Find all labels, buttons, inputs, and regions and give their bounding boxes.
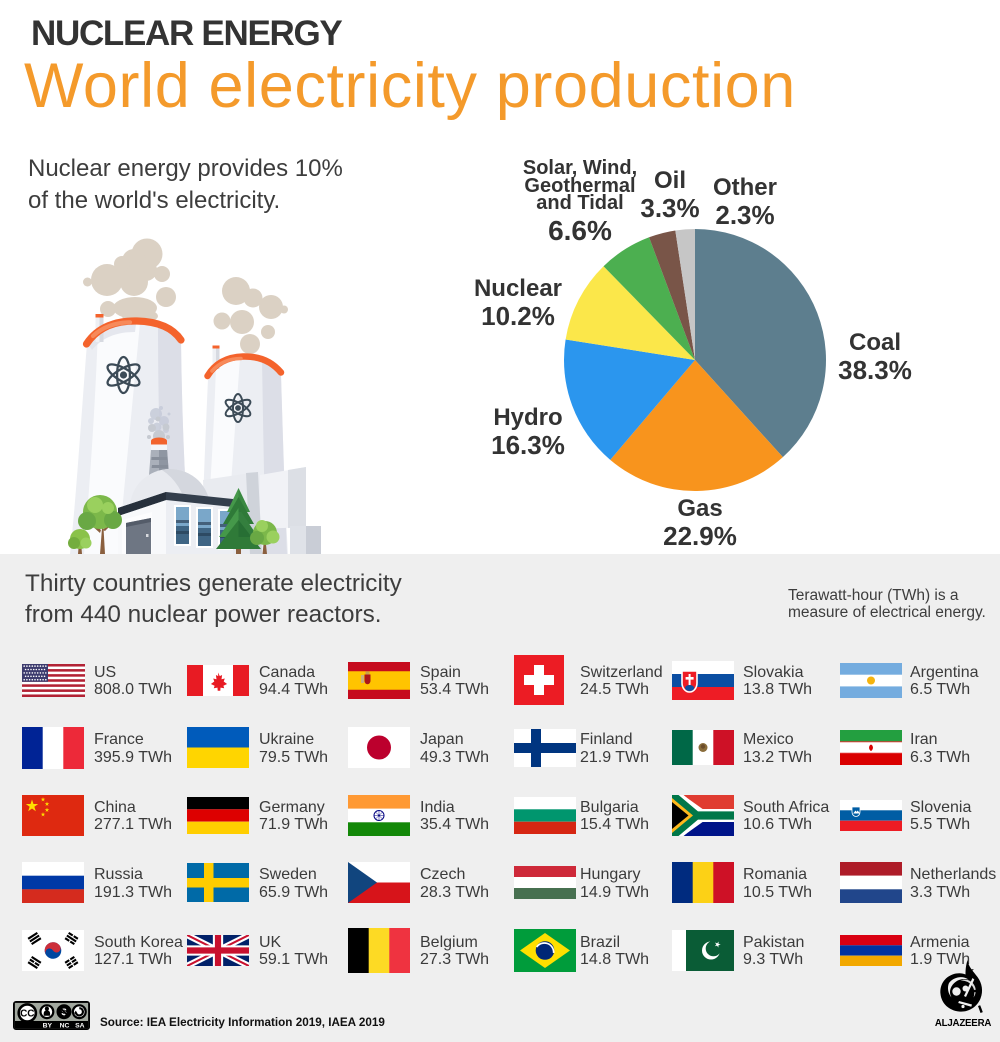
svg-text:SA: SA xyxy=(75,1023,85,1030)
svg-text:CC: CC xyxy=(20,1009,34,1020)
svg-text:BY: BY xyxy=(43,1023,53,1030)
svg-text:ALJAZEERA: ALJAZEERA xyxy=(935,1018,992,1029)
svg-text:NC: NC xyxy=(60,1023,70,1030)
